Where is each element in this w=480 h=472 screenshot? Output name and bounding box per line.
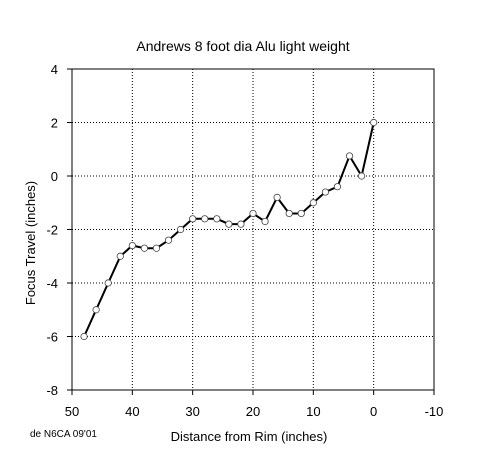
data-point (140, 244, 148, 252)
y-tick-label: -8 (46, 383, 58, 398)
data-point (345, 152, 354, 160)
data-point (237, 220, 245, 228)
y-axis-label: Focus Travel (inches) (23, 181, 38, 305)
series-markers (80, 118, 378, 341)
data-point (213, 215, 221, 223)
data-point (80, 332, 88, 341)
data-point (357, 172, 366, 180)
y-tick-label: -6 (46, 330, 58, 345)
data-point (177, 225, 185, 234)
data-point (92, 306, 100, 314)
data-point (297, 209, 305, 218)
data-point (152, 244, 161, 252)
data-point (370, 118, 378, 127)
data-point (249, 209, 257, 218)
x-tick-label: 20 (246, 404, 260, 419)
data-point (333, 183, 342, 191)
data-point (321, 188, 329, 196)
data-point (309, 199, 317, 207)
x-tick-label: 30 (185, 404, 199, 419)
data-point (116, 252, 124, 260)
data-point (261, 217, 269, 226)
y-tick-label: -4 (46, 276, 58, 291)
data-point (104, 279, 112, 287)
x-tick-label: -10 (425, 404, 444, 419)
data-point (164, 236, 173, 244)
x-axis-label: Distance from Rim (inches) (171, 429, 328, 444)
chart-title: Andrews 8 foot dia Alu light weight (136, 38, 349, 54)
x-tick-label: 0 (370, 404, 377, 419)
data-point (225, 220, 233, 228)
y-tick-label: -2 (46, 223, 58, 238)
y-tick-label: 4 (51, 62, 58, 77)
data-point (273, 193, 281, 201)
x-tick-label: 10 (306, 404, 320, 419)
x-tick-labels: 50 40 30 20 10 0 -10 (65, 404, 444, 419)
data-point (189, 215, 197, 223)
x-tick-label: 50 (65, 404, 79, 419)
y-tick-label: 2 (51, 116, 58, 131)
data-point (201, 215, 209, 223)
data-point (128, 241, 136, 250)
credit-text: de N6CA 09'01 (30, 429, 97, 440)
grid-lines (72, 69, 434, 390)
y-tick-label: 0 (51, 169, 58, 184)
y-tick-labels: 4 2 0 -2 -4 -6 -8 (46, 62, 58, 398)
data-point (285, 209, 293, 218)
x-tick-label: 40 (125, 404, 139, 419)
axis-ticks (67, 68, 435, 395)
